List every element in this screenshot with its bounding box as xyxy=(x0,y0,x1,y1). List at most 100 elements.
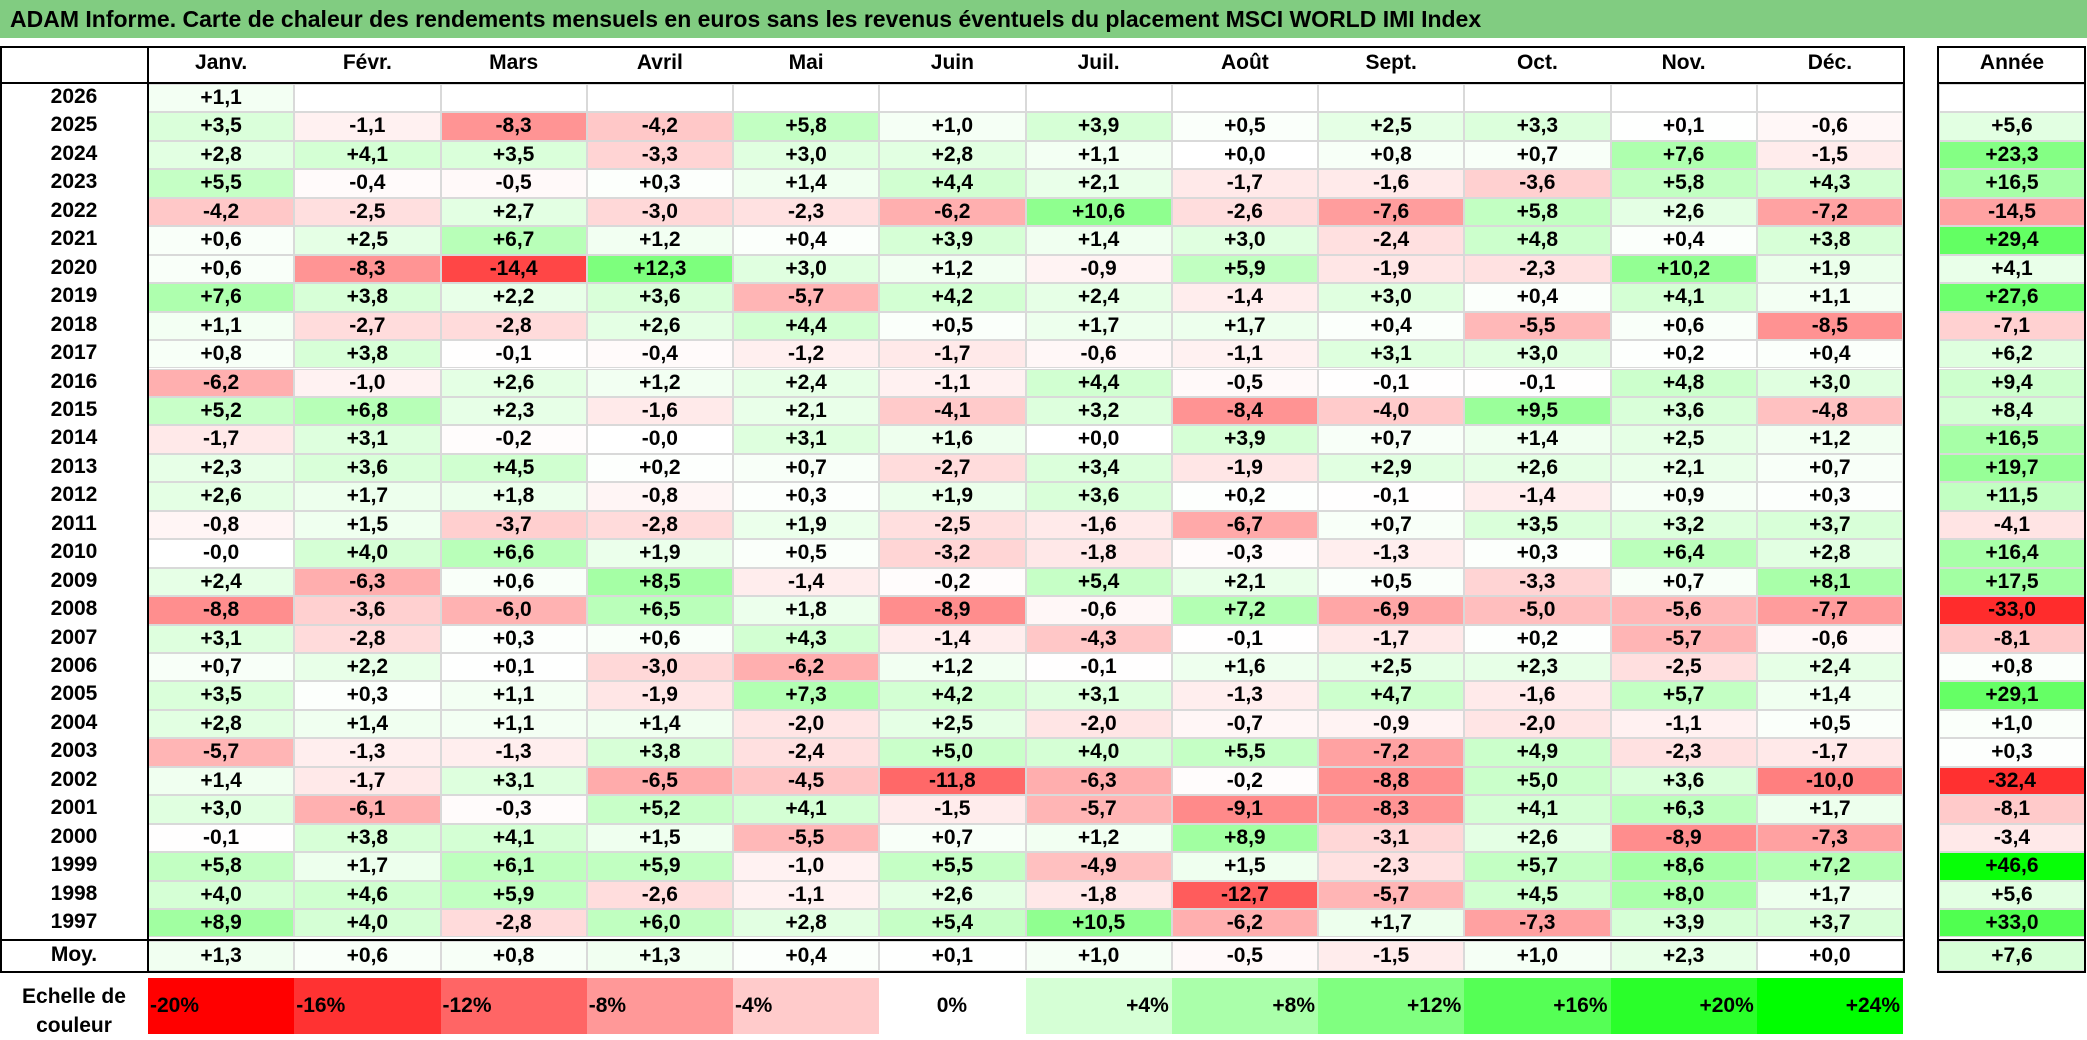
heatmap-cell: +3,6 xyxy=(1610,396,1757,426)
heatmap-cell: +2,2 xyxy=(294,653,441,682)
heatmap-cell: -9,1 xyxy=(1171,795,1318,824)
heatmap-cell: +7,2 xyxy=(1171,596,1318,625)
column-header: Oct. xyxy=(1516,51,1558,74)
heatmap-cell: +4,8 xyxy=(1610,368,1757,397)
heatmap-cell: +5,4 xyxy=(879,909,1026,938)
heatmap-cell: -2,8 xyxy=(294,624,441,653)
heatmap-cell: +1,8 xyxy=(733,596,880,625)
row-label: 2009 xyxy=(50,568,98,592)
heatmap-cell: +12,3 xyxy=(586,254,733,284)
row-label: 2016 xyxy=(50,369,98,393)
heatmap-cell: -11,8 xyxy=(879,766,1026,796)
heatmap-cell: +5,2 xyxy=(148,396,295,426)
heatmap-cell: -0,5 xyxy=(1171,368,1318,397)
heatmap-cell: +0,7 xyxy=(1610,567,1757,597)
heatmap-cell: -1,4 xyxy=(879,624,1026,653)
color-scale-swatch: -16% xyxy=(294,977,441,1034)
average-separator xyxy=(0,938,1905,941)
heatmap-cell: -6,3 xyxy=(294,567,441,597)
heatmap-cell: +2,1 xyxy=(1171,567,1318,597)
heatmap-cell: +3,1 xyxy=(294,425,441,454)
row-label: 2000 xyxy=(50,824,98,848)
heatmap-cell: -5,5 xyxy=(733,823,880,853)
heatmap-cell: +1,7 xyxy=(294,852,441,881)
heatmap-cell: +3,0 xyxy=(1318,283,1465,312)
year-column-header: Année xyxy=(1979,51,2045,74)
heatmap-cell: +3,8 xyxy=(294,283,441,312)
heatmap-cell: +0,2 xyxy=(1610,340,1757,369)
color-scale-swatch: -4% xyxy=(733,977,880,1034)
heatmap-cell: +3,9 xyxy=(1025,112,1172,141)
heatmap-cell: +5,4 xyxy=(1025,567,1172,597)
heatmap-cell: -7,6 xyxy=(1318,197,1465,227)
average-cell: +0,0 xyxy=(1756,940,1903,971)
heatmap-cell: +8,6 xyxy=(1610,852,1757,881)
heatmap-cell: -7,3 xyxy=(1756,823,1903,853)
heatmap-cell: +5,7 xyxy=(1464,852,1611,881)
heatmap-cell: +0,3 xyxy=(1464,539,1611,568)
heatmap-cell: -6,2 xyxy=(148,368,295,397)
heatmap-cell: +3,0 xyxy=(148,795,295,824)
year-header-separator xyxy=(1937,82,2086,84)
heatmap-cell: +2,4 xyxy=(1025,283,1172,312)
heatmap-cell: +1,4 xyxy=(294,709,441,739)
heatmap-cell: -8,3 xyxy=(440,112,587,141)
heatmap-cell xyxy=(1171,84,1318,113)
heatmap-cell: -2,4 xyxy=(733,738,880,767)
heatmap-cell: -2,6 xyxy=(586,880,733,910)
year-total-cell: -8,1 xyxy=(1939,624,2085,653)
heatmap-cell: -1,6 xyxy=(1464,681,1611,710)
heatmap-cell: -2,0 xyxy=(1025,709,1172,739)
year-total-cell: -7,1 xyxy=(1939,311,2085,341)
heatmap-cell: +4,4 xyxy=(879,169,1026,198)
year-total-cell: +46,6 xyxy=(1939,852,2085,881)
color-scale-swatch: +24% xyxy=(1756,977,1903,1034)
heatmap-cell: +1,6 xyxy=(1171,653,1318,682)
heatmap-cell: +1,4 xyxy=(586,709,733,739)
heatmap-cell: +0,4 xyxy=(1610,226,1757,255)
heatmap-cell: +0,4 xyxy=(1756,340,1903,369)
heatmap-cell: -1,1 xyxy=(733,880,880,910)
heatmap-cell: +0,3 xyxy=(733,482,880,511)
heatmap-cell: +5,2 xyxy=(586,795,733,824)
heatmap-cell: +2,6 xyxy=(440,368,587,397)
heatmap-cell: -0,9 xyxy=(1318,709,1465,739)
heatmap-cell: +8,9 xyxy=(148,909,295,938)
heatmap-cell: +1,2 xyxy=(1025,823,1172,853)
heatmap-cell: -0,1 xyxy=(1464,368,1611,397)
heatmap-cell xyxy=(1025,84,1172,113)
heatmap-cell: -2,8 xyxy=(440,909,587,938)
heatmap-cell: +4,0 xyxy=(148,880,295,910)
heatmap-cell: -4,5 xyxy=(733,766,880,796)
heatmap-cell: -4,2 xyxy=(586,112,733,141)
heatmap-cell: +1,9 xyxy=(1756,254,1903,284)
heatmap-cell: -6,2 xyxy=(733,653,880,682)
row-label-separator xyxy=(147,46,149,973)
heatmap-cell: +1,9 xyxy=(879,482,1026,511)
heatmap-cell: -4,8 xyxy=(1756,396,1903,426)
heatmap-cell: -2,5 xyxy=(294,197,441,227)
heatmap-cell: +6,4 xyxy=(1610,539,1757,568)
heatmap-cell: +0,7 xyxy=(1318,510,1465,540)
heatmap-cell: +3,6 xyxy=(294,453,441,483)
year-total-cell: +0,8 xyxy=(1939,653,2085,682)
heatmap-cell: -1,1 xyxy=(1610,709,1757,739)
heatmap-cell: -6,1 xyxy=(294,795,441,824)
heatmap-cell: +1,7 xyxy=(294,482,441,511)
heatmap-cell: +5,9 xyxy=(440,880,587,910)
row-label: 2020 xyxy=(50,255,98,279)
heatmap-cell: +2,5 xyxy=(1610,425,1757,454)
heatmap-cell: -3,1 xyxy=(1318,823,1465,853)
heatmap-cell xyxy=(879,84,1026,113)
heatmap-cell: +6,1 xyxy=(440,852,587,881)
heatmap-cell: +5,9 xyxy=(586,852,733,881)
heatmap-cell: +7,3 xyxy=(733,681,880,710)
heatmap-cell: -5,7 xyxy=(1025,795,1172,824)
heatmap-cell: +0,9 xyxy=(1610,482,1757,511)
heatmap-cell: -8,9 xyxy=(1610,823,1757,853)
row-label: 2026 xyxy=(50,85,98,108)
heatmap-cell: +4,7 xyxy=(1318,681,1465,710)
heatmap-cell: +4,3 xyxy=(733,624,880,653)
heatmap-cell: +3,5 xyxy=(148,112,295,141)
heatmap-cell: +3,2 xyxy=(1610,510,1757,540)
